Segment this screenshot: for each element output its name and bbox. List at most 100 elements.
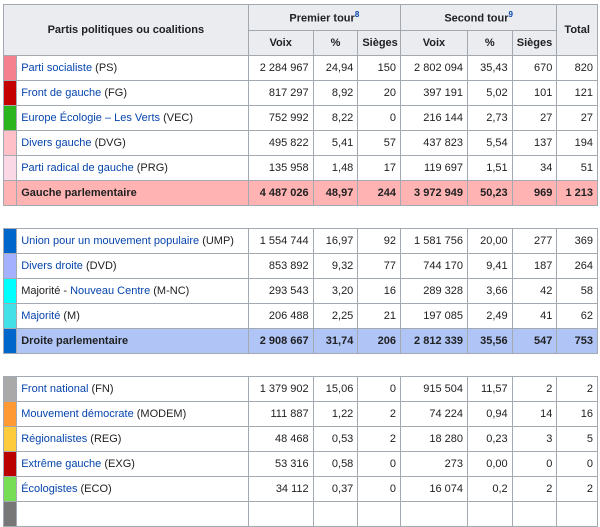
cell-total: 264 [556, 253, 598, 279]
cell-total: 2 [556, 376, 598, 402]
party-link[interactable]: Parti radical de gauche [21, 162, 134, 174]
party-link[interactable]: Union pour un mouvement populaire [21, 235, 200, 247]
party-link[interactable]: Nouveau Centre [70, 285, 151, 297]
party-link[interactable]: Europe Écologie – Les Verts [21, 112, 160, 124]
total-cell-total: 1 213 [556, 180, 598, 206]
party-name-cell: Europe Écologie – Les Verts (VEC) [16, 105, 249, 131]
total-label: Droite parlementaire [16, 328, 249, 354]
cell-v1 [247, 501, 314, 527]
table-row: Régionalistes (REG) 48 468 0,53 2 18 280 0,23… [2, 426, 598, 452]
total-cell-v1: 4 487 026 [247, 180, 314, 206]
party-color-swatch [2, 501, 18, 527]
party-link[interactable]: Divers gauche [21, 137, 92, 149]
cell-p1: 2,25 [312, 303, 359, 329]
party-link[interactable]: Mouvement démocrate [21, 408, 134, 420]
cell-v2: 744 170 [399, 253, 468, 279]
table-row: Front national (FN) 1 379 902 15,06 0 915 50… [2, 376, 598, 402]
premier-tour-ref-link[interactable]: 8 [354, 10, 360, 20]
party-link[interactable]: Majorité [21, 310, 61, 322]
separator-cell [3, 353, 598, 377]
party-name-cell: Écologistes (ECO) [16, 476, 249, 502]
party-link[interactable]: Front de gauche [21, 87, 102, 99]
cell-p1: 9,32 [312, 253, 359, 279]
table-row: Divers droite (DVD) 853 892 9,32 77 744 170 9… [2, 253, 598, 279]
cell-p2: 2,49 [466, 303, 513, 329]
party-abbr: (DVG) [94, 137, 126, 149]
party-link[interactable]: Régionalistes [21, 433, 88, 445]
cell-p2: 0,94 [466, 401, 513, 427]
cell-total: 27 [556, 105, 598, 131]
cell-v1: 2 284 967 [247, 55, 314, 81]
party-color-swatch [2, 303, 18, 329]
cell-v1: 817 297 [247, 80, 314, 106]
cell-p1: 1,48 [312, 155, 359, 181]
cell-v2: 16 074 [399, 476, 468, 502]
cell-v1: 293 543 [247, 278, 314, 304]
party-name-cell: Front national (FN) [16, 376, 249, 402]
table-row: Europe Écologie – Les Verts (VEC) 752 992… [2, 105, 598, 131]
cell-p2: 20,00 [466, 228, 513, 254]
cell-s2: 2 [511, 476, 558, 502]
total-label: Gauche parlementaire [16, 180, 249, 206]
total-cell-s1: 244 [357, 180, 401, 206]
second-tour-ref-link[interactable]: 9 [508, 10, 513, 20]
header-sieges-2: Sièges [511, 30, 558, 56]
party-name-cell: Extrême gauche (EXG) [16, 451, 249, 477]
party-link[interactable]: Écologistes [21, 483, 78, 495]
party-link[interactable]: Divers droite [21, 260, 83, 272]
total-cell-s1: 206 [357, 328, 401, 354]
party-link[interactable]: Front national [21, 383, 89, 395]
cell-p1: 3,20 [312, 278, 359, 304]
cell-v1: 111 887 [247, 401, 314, 427]
party-name-cell: Parti socialiste (PS) [16, 55, 249, 81]
cell-s1: 2 [357, 426, 401, 452]
cell-s2: 3 [511, 426, 558, 452]
cell-s2: 101 [511, 80, 558, 106]
party-abbr: (FN) [91, 383, 114, 395]
party-name-cell: Front de gauche (FG) [16, 80, 249, 106]
cell-s2: 0 [511, 451, 558, 477]
total-cell-p2: 35,56 [466, 328, 513, 354]
cell-s1: 57 [357, 130, 401, 156]
header-voix-1: Voix [247, 30, 314, 56]
results-body: Parti socialiste (PS) 2 284 967 24,94 150 2 … [2, 55, 598, 527]
separator-row [3, 205, 598, 229]
cell-s2: 41 [511, 303, 558, 329]
cell-p1: 8,92 [312, 80, 359, 106]
cell-p2: 35,43 [466, 55, 513, 81]
cell-p2: 1,51 [466, 155, 513, 181]
cell-v2 [399, 501, 468, 527]
header-partis: Partis politiques ou coalitions [3, 4, 249, 56]
header-premier-tour: Premier tour8 [247, 4, 401, 31]
party-color-swatch [2, 155, 18, 181]
table-row: Parti radical de gauche (PRG) 135 958 1,48… [2, 155, 598, 181]
party-abbr: (PRG) [136, 162, 168, 174]
party-link[interactable]: Extrême gauche [21, 458, 102, 470]
cell-v1: 752 992 [247, 105, 314, 131]
total-cell-p2: 50,23 [466, 180, 513, 206]
party-abbr: (PS) [95, 62, 118, 74]
cell-v2: 2 802 094 [399, 55, 468, 81]
cell-p2: 0,23 [466, 426, 513, 452]
cell-total: 121 [556, 80, 598, 106]
cell-total: 194 [556, 130, 598, 156]
cell-p2: 5,54 [466, 130, 513, 156]
cell-s2: 14 [511, 401, 558, 427]
header-sieges-1: Sièges [357, 30, 401, 56]
cell-v2: 437 823 [399, 130, 468, 156]
total-cell-total: 753 [556, 328, 598, 354]
table-row: Extrême gauche (EXG) 53 316 0,58 0 273 0,00 0 0 [2, 451, 598, 477]
party-name-cell: Mouvement démocrate (MODEM) [16, 401, 249, 427]
cell-total: 369 [556, 228, 598, 254]
cell-p2: 2,73 [466, 105, 513, 131]
party-name-cell: Majorité - Nouveau Centre (M-NC) [16, 278, 249, 304]
table-row: Union pour un mouvement populaire (UMP) 1… [2, 228, 598, 254]
party-name-cell: Régionalistes (REG) [16, 426, 249, 452]
party-prefix: Majorité - [21, 285, 71, 297]
cell-v1: 53 316 [247, 451, 314, 477]
header-pct-2: % [466, 30, 513, 56]
party-color-swatch [2, 228, 18, 254]
party-link[interactable]: Parti socialiste [21, 62, 93, 74]
cell-p1: 0,58 [312, 451, 359, 477]
header-second-tour: Second tour9 [399, 4, 558, 31]
